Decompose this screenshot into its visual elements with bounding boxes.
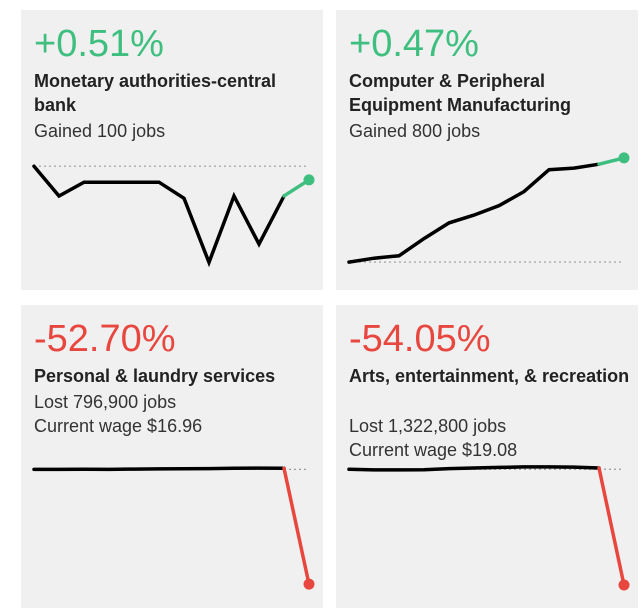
sparkline-series-line bbox=[347, 465, 601, 472]
percent-change: +0.51% bbox=[34, 23, 164, 65]
percent-change: -54.05% bbox=[349, 318, 491, 360]
sparkline-end-point bbox=[618, 152, 630, 164]
industry-card: +0.47% Computer & Peripheral Equipment M… bbox=[336, 10, 638, 290]
industry-card: +0.51% Monetary authorities-central bank… bbox=[21, 10, 323, 290]
sparkline-end-point bbox=[618, 579, 630, 591]
industry-title: Monetary authorities-central bank bbox=[34, 71, 277, 115]
sparkline-last-segment bbox=[597, 466, 626, 587]
sparkline-last-segment bbox=[282, 466, 311, 586]
sparkline-series-line bbox=[347, 162, 601, 264]
industry-card: -54.05% Arts, entertainment, & recreatio… bbox=[336, 305, 638, 608]
sparkline-chart bbox=[32, 466, 315, 590]
jobs-change-text: Lost 1,322,800 jobs bbox=[349, 416, 507, 436]
current-wage-text: Current wage $19.08 bbox=[349, 440, 518, 460]
sparkline-chart bbox=[347, 465, 630, 591]
jobs-change-text: Gained 100 jobs bbox=[34, 121, 166, 141]
current-wage-text: Current wage $16.96 bbox=[34, 416, 203, 436]
sparkline-chart bbox=[347, 152, 630, 264]
industry-card: -52.70% Personal & laundry services Lost… bbox=[21, 305, 323, 608]
jobs-change-text: Gained 800 jobs bbox=[349, 121, 481, 141]
percent-change: -52.70% bbox=[34, 318, 176, 360]
industry-title: Computer & Peripheral Equipment Manufact… bbox=[349, 71, 571, 115]
sparkline-end-point bbox=[303, 174, 315, 186]
sparkline-chart bbox=[32, 164, 315, 268]
industry-title: Arts, entertainment, & recreation bbox=[349, 366, 630, 386]
sparkline-end-point bbox=[303, 578, 315, 590]
sparkline-series-line bbox=[32, 466, 286, 472]
industry-title: Personal & laundry services bbox=[34, 366, 276, 386]
percent-change: +0.47% bbox=[349, 23, 479, 65]
sparkline-series-line bbox=[32, 164, 286, 268]
jobs-change-text: Lost 796,900 jobs bbox=[34, 392, 177, 412]
